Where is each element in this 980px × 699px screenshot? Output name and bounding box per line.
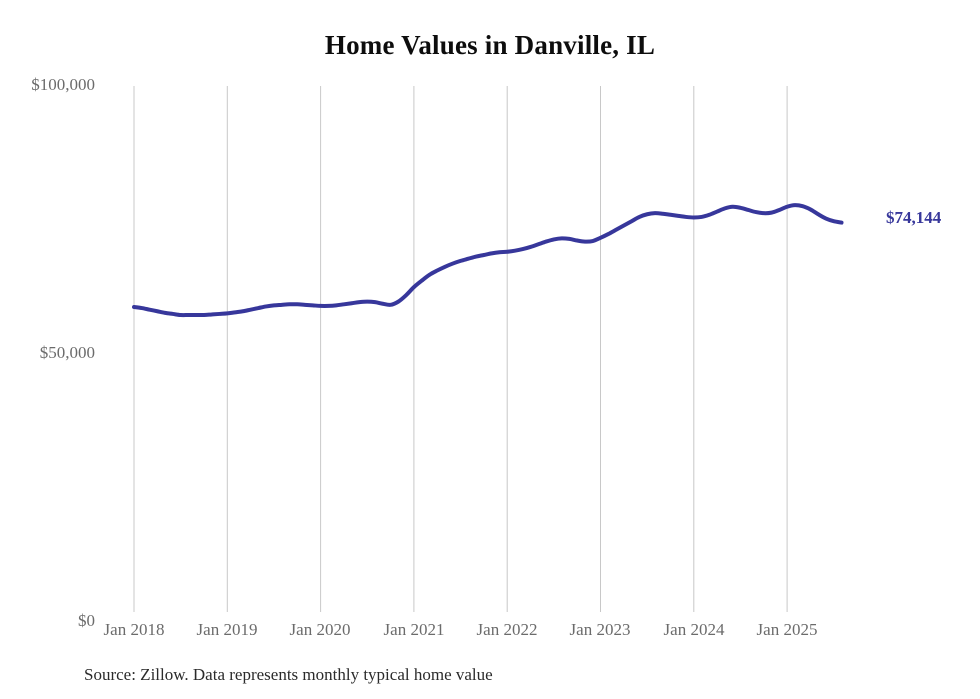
x-tick-label-jan-2024: Jan 2024 — [663, 620, 725, 639]
x-gridlines — [133, 86, 788, 612]
y-tick-label-0: $0 — [78, 611, 95, 630]
y-tick-label-100000: $100,000 — [31, 75, 95, 94]
home-value-line — [132, 203, 844, 318]
source-note: Source: Zillow. Data represents monthly … — [84, 665, 493, 684]
x-tick-label-jan-2023: Jan 2023 — [569, 620, 631, 639]
x-tick-label-jan-2018: Jan 2018 — [103, 620, 165, 639]
page-title: Home Values in Danville, IL — [324, 30, 656, 60]
x-tick-label-jan-2021: Jan 2021 — [383, 620, 445, 639]
x-tick-label-jan-2022: Jan 2022 — [476, 620, 538, 639]
y-tick-label-50000: $50,000 — [39, 343, 95, 362]
end-value-label: $74,144 — [886, 208, 942, 227]
x-tick-label-jan-2025: Jan 2025 — [756, 620, 818, 639]
x-tick-label-jan-2020: Jan 2020 — [289, 620, 351, 639]
x-tick-label-jan-2019: Jan 2019 — [196, 620, 258, 639]
